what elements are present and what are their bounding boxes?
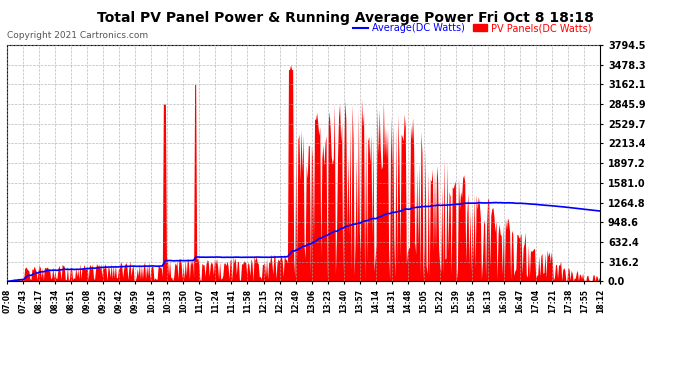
Text: Total PV Panel Power & Running Average Power Fri Oct 8 18:18: Total PV Panel Power & Running Average P… bbox=[97, 11, 593, 25]
Text: Copyright 2021 Cartronics.com: Copyright 2021 Cartronics.com bbox=[7, 31, 148, 40]
Legend: Average(DC Watts), PV Panels(DC Watts): Average(DC Watts), PV Panels(DC Watts) bbox=[350, 19, 595, 37]
